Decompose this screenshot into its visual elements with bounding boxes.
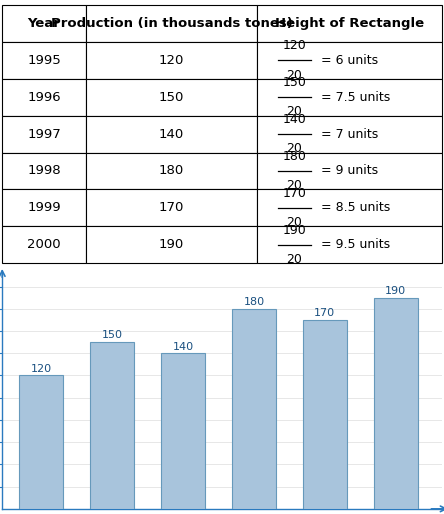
Text: Height of Rectangle: Height of Rectangle (275, 17, 424, 30)
FancyBboxPatch shape (2, 153, 86, 190)
FancyBboxPatch shape (86, 226, 257, 263)
FancyBboxPatch shape (257, 79, 442, 116)
Text: Production (in thousands tones): Production (in thousands tones) (51, 17, 293, 30)
Text: 150: 150 (102, 331, 123, 340)
Text: 170: 170 (159, 201, 184, 214)
Text: 20: 20 (286, 105, 302, 118)
FancyBboxPatch shape (86, 153, 257, 190)
Bar (374, 298, 418, 509)
FancyBboxPatch shape (257, 42, 442, 79)
Text: 140: 140 (172, 342, 194, 352)
FancyBboxPatch shape (86, 116, 257, 153)
Text: 120: 120 (159, 54, 184, 67)
Bar (303, 320, 347, 509)
FancyBboxPatch shape (2, 116, 86, 153)
FancyBboxPatch shape (2, 79, 86, 116)
Text: Year: Year (28, 17, 60, 30)
FancyBboxPatch shape (86, 42, 257, 79)
FancyBboxPatch shape (86, 5, 257, 42)
Text: 140: 140 (283, 113, 306, 126)
Text: 140: 140 (159, 127, 184, 141)
Text: = 7.5 units: = 7.5 units (321, 91, 390, 104)
FancyBboxPatch shape (257, 5, 442, 42)
Text: 20: 20 (286, 142, 302, 155)
Text: 170: 170 (314, 308, 335, 318)
FancyBboxPatch shape (86, 190, 257, 226)
FancyBboxPatch shape (2, 226, 86, 263)
FancyBboxPatch shape (2, 190, 86, 226)
Text: 190: 190 (159, 238, 184, 251)
Text: = 9 units: = 9 units (321, 164, 378, 177)
Text: 170: 170 (282, 187, 306, 200)
Text: 20: 20 (286, 216, 302, 229)
Text: 150: 150 (282, 76, 306, 89)
Text: 1997: 1997 (27, 127, 61, 141)
Text: 190: 190 (385, 286, 406, 296)
Bar (232, 309, 276, 509)
Text: 1999: 1999 (27, 201, 61, 214)
Text: = 7 units: = 7 units (321, 127, 378, 141)
Text: 190: 190 (283, 224, 306, 236)
Bar (161, 353, 205, 509)
Text: 1998: 1998 (27, 164, 61, 177)
FancyBboxPatch shape (257, 153, 442, 190)
Text: 2000: 2000 (27, 238, 61, 251)
Text: 20: 20 (286, 179, 302, 192)
Text: 20: 20 (286, 253, 302, 266)
FancyBboxPatch shape (257, 226, 442, 263)
Text: = 9.5 units: = 9.5 units (321, 238, 390, 251)
Text: 1995: 1995 (27, 54, 61, 67)
FancyBboxPatch shape (2, 5, 86, 42)
Text: 180: 180 (282, 150, 306, 163)
Text: = 8.5 units: = 8.5 units (321, 201, 390, 214)
Text: = 6 units: = 6 units (321, 54, 378, 67)
Text: 180: 180 (243, 297, 265, 307)
FancyBboxPatch shape (2, 42, 86, 79)
FancyBboxPatch shape (257, 190, 442, 226)
FancyBboxPatch shape (86, 79, 257, 116)
Bar (19, 375, 63, 509)
Text: 150: 150 (159, 91, 184, 104)
Text: 180: 180 (159, 164, 184, 177)
Bar (90, 342, 134, 509)
Text: 20: 20 (286, 68, 302, 82)
FancyBboxPatch shape (257, 116, 442, 153)
Text: 1996: 1996 (27, 91, 61, 104)
Text: 120: 120 (283, 39, 306, 52)
Text: 120: 120 (31, 364, 52, 374)
